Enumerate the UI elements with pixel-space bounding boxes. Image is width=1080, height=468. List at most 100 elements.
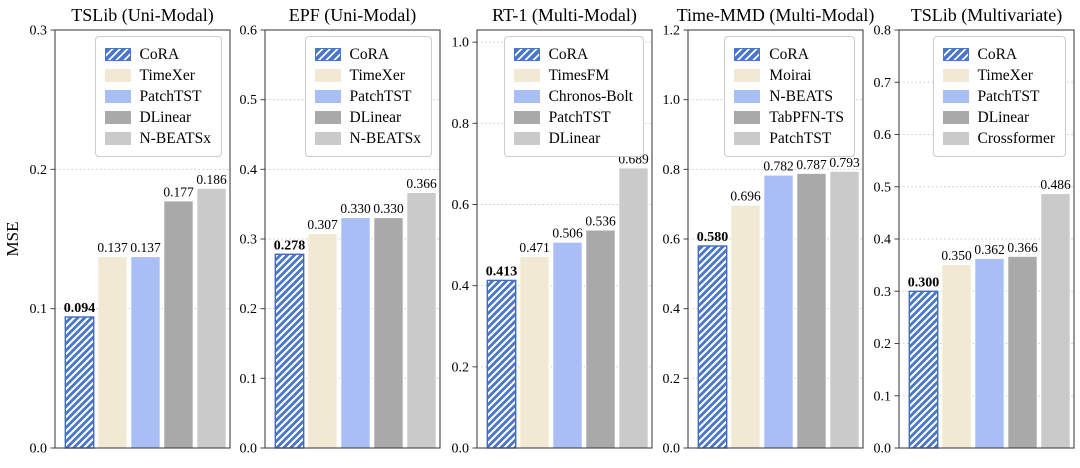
y-tick-label: 0.0 — [874, 442, 892, 457]
y-tick-label: 0.2 — [240, 302, 258, 317]
legend-swatch-icon — [513, 48, 540, 61]
plot-frame — [54, 29, 231, 449]
legend-label: Chronos-Bolt — [548, 88, 633, 105]
bar-timexer — [308, 234, 337, 448]
legend-item-timexer: TimeXer — [314, 65, 421, 86]
y-tick-label: 0.6 — [240, 24, 258, 39]
value-label-timesfm: 0.471 — [519, 240, 549, 255]
y-tick-label: 0.6 — [452, 198, 470, 213]
value-label-patchtst: 0.536 — [585, 214, 616, 229]
legend-item-cora: CoRA — [942, 44, 1056, 65]
value-label-dlinear: 0.177 — [163, 184, 194, 199]
legend-item-n-beatsx: N-BEATSx — [314, 128, 421, 149]
legend-swatch-icon — [942, 69, 969, 82]
y-tick-label: 0.6 — [663, 233, 681, 248]
bar-chronos-bolt — [553, 242, 582, 448]
legend-swatch-icon — [314, 69, 341, 82]
legend-label: CoRA — [769, 46, 809, 63]
legend-swatch-icon — [104, 132, 131, 145]
bar-timexer — [98, 257, 127, 448]
legend-panel-1: CoRA TimeXer PatchTST DLinear N-BEATSx — [94, 36, 222, 157]
bar-patchtst — [830, 171, 859, 449]
bar-n-beats — [764, 175, 793, 448]
bar-timexer — [942, 265, 971, 448]
legend-swatch-icon — [942, 111, 969, 124]
legend-swatch-icon — [104, 69, 131, 82]
legend-swatch-icon — [734, 69, 761, 82]
legend-item-cora: CoRA — [314, 44, 421, 65]
value-label-timexer: 0.137 — [97, 240, 128, 255]
legend-item-dlinear: DLinear — [314, 107, 421, 128]
bar-timesfm — [520, 256, 549, 448]
legend-label: DLinear — [349, 109, 402, 126]
legend-label: DLinear — [548, 130, 601, 147]
y-tick-label: 0.2 — [30, 163, 48, 178]
legend-panel-3: CoRA TimesFM Chronos-Bolt PatchTST DLinear — [503, 36, 644, 157]
bar-n-beatsx — [407, 193, 436, 448]
legend-label: TabPFN-TS — [769, 109, 844, 126]
legend-label: CoRA — [977, 46, 1018, 63]
legend-item-patchtst: PatchTST — [314, 86, 421, 107]
y-tick-label: 0.2 — [874, 337, 892, 352]
legend-swatch-icon — [513, 69, 540, 82]
legend-item-timesfm: TimesFM — [513, 65, 633, 86]
legend-label: CoRA — [548, 46, 589, 63]
legend-swatch-icon — [104, 111, 131, 124]
legend-swatch-icon — [314, 90, 341, 103]
legend-label: N-BEATSx — [139, 130, 211, 147]
legend-swatch-icon — [942, 48, 969, 61]
y-tick-label: 0.0 — [240, 442, 258, 457]
legend-label: TimeXer — [977, 67, 1033, 84]
panel-title-timemmd-multimodal: Time-MMD (Multi-Modal) — [676, 5, 875, 25]
legend-item-tabpfn-ts: TabPFN-TS — [734, 107, 844, 128]
y-tick-label: 0.0 — [452, 442, 470, 457]
legend-label: PatchTST — [349, 88, 412, 105]
value-label-n-beatsx: 0.186 — [196, 172, 227, 187]
legend-item-n-beatsx: N-BEATSx — [104, 128, 211, 149]
bar-dlinear — [1008, 256, 1037, 448]
y-tick-label: 0.4 — [240, 163, 258, 178]
value-label-chronos-bolt: 0.506 — [552, 226, 583, 241]
y-tick-label: 0.8 — [874, 24, 892, 39]
legend-item-crossformer: Crossformer — [942, 128, 1056, 149]
bar-patchtst — [586, 230, 615, 448]
plot-frame — [898, 29, 1075, 449]
bar-dlinear — [164, 201, 193, 448]
y-tick-label: 0.2 — [452, 360, 470, 375]
panel-title-tslib-multivariate: TSLib (Multivariate) — [910, 5, 1063, 25]
legend-item-patchtst: PatchTST — [104, 86, 211, 107]
plot-frame — [476, 29, 653, 449]
value-label-cora: 0.580 — [697, 230, 729, 245]
value-label-dlinear: 0.330 — [373, 201, 404, 216]
value-label-patchtst: 0.793 — [829, 155, 860, 170]
bar-cora — [64, 316, 95, 449]
bar-tabpfn-ts — [797, 173, 826, 448]
value-label-patchtst: 0.137 — [130, 240, 161, 255]
legend-item-n-beats: N-BEATS — [734, 86, 844, 107]
value-label-cora: 0.278 — [274, 238, 306, 253]
y-tick-label: 0.8 — [452, 117, 470, 132]
legend-label: Moirai — [769, 67, 812, 84]
value-label-cora: 0.094 — [64, 301, 96, 316]
legend-swatch-icon — [513, 90, 540, 103]
legend-label: PatchTST — [139, 88, 202, 105]
y-tick-label: 0.8 — [663, 163, 681, 178]
bar-moirai — [731, 205, 760, 448]
bar-crossformer — [1041, 194, 1070, 448]
bar-cora — [697, 245, 728, 449]
y-tick-label: 1.0 — [663, 93, 681, 108]
legend-label: CoRA — [349, 46, 390, 63]
bar-dlinear — [374, 218, 403, 448]
legend-swatch-icon — [942, 132, 969, 145]
legend-swatch-icon — [734, 48, 761, 61]
y-tick-label: 0.6 — [874, 128, 892, 143]
legend-label: PatchTST — [977, 88, 1040, 105]
legend-panel-4: CoRA Moirai N-BEATS TabPFN-TS PatchTST — [724, 36, 855, 157]
legend-label: Crossformer — [977, 130, 1056, 147]
y-tick-label: 0.5 — [874, 180, 892, 195]
value-label-crossformer: 0.486 — [1040, 177, 1071, 192]
